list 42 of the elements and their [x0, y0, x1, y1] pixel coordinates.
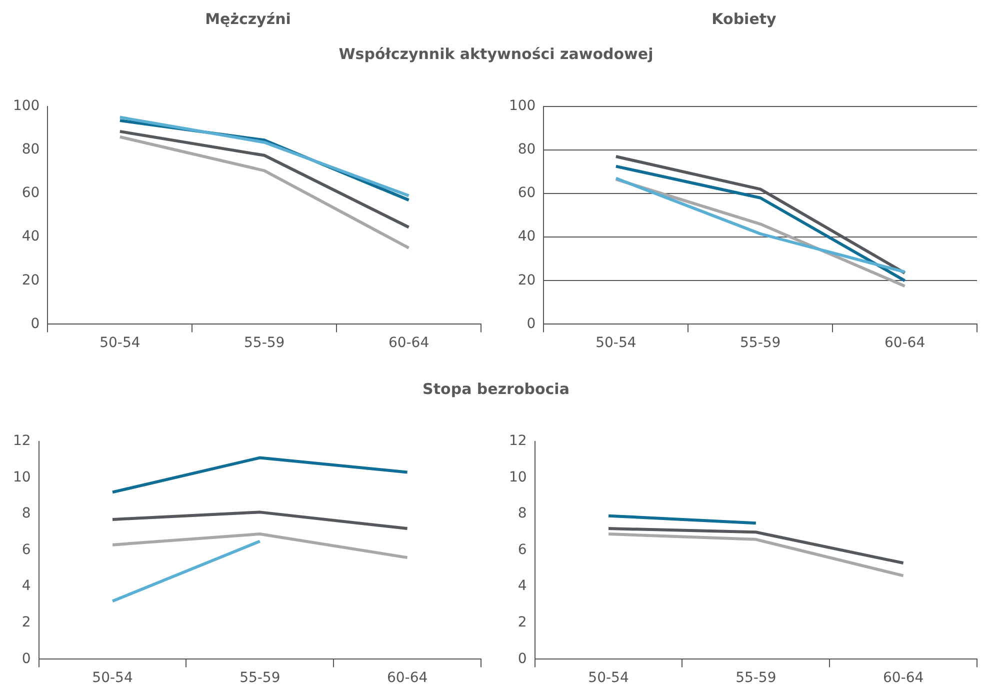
y-tick-label: 8 [22, 506, 31, 522]
y-tick-label: 20 [518, 272, 536, 288]
chart-subtitle: Stopa bezrobocia [422, 380, 570, 398]
y-tick-label: 80 [518, 142, 536, 158]
x-tick-label: 55-59 [244, 335, 285, 352]
x-tick-label: 50-54 [100, 335, 140, 352]
y-tick-label: 20 [22, 272, 40, 288]
x-tick-label: 50-54 [596, 335, 636, 352]
x-tick-label: 50-54 [588, 670, 629, 686]
y-tick-label: 0 [518, 650, 527, 667]
x-tick-label: 55-59 [240, 670, 280, 686]
x-tick-label: 60-64 [388, 335, 430, 352]
x-tick-label: 55-59 [736, 670, 776, 686]
y-tick-label: 100 [12, 98, 40, 114]
chart-title: Kobiety [710, 10, 778, 28]
x-tick-label: 60-64 [884, 335, 926, 352]
y-tick-label: 60 [22, 185, 40, 202]
y-tick-label: 0 [526, 316, 536, 332]
chart-subtitle: Współczynnik aktywności zawodowej [338, 45, 654, 63]
y-tick-label: 4 [518, 578, 527, 594]
y-tick-label: 12 [12, 433, 31, 450]
y-tick-label: 4 [22, 578, 31, 594]
x-tick-label: 60-64 [386, 670, 428, 686]
y-tick-label: 8 [518, 506, 527, 522]
x-tick-label: 55-59 [740, 335, 781, 352]
y-tick-label: 40 [22, 228, 40, 245]
y-tick-label: 10 [12, 469, 31, 486]
y-tick-label: 6 [518, 542, 527, 558]
y-tick-label: 12 [508, 433, 527, 450]
x-tick-label: 50-54 [92, 670, 133, 686]
x-tick-label: 60-64 [882, 670, 924, 686]
y-tick-label: 2 [22, 614, 31, 631]
y-tick-label: 6 [22, 542, 31, 558]
y-tick-label: 0 [22, 650, 31, 667]
y-tick-label: 40 [518, 228, 536, 245]
y-tick-label: 0 [30, 316, 40, 332]
y-tick-label: 60 [518, 185, 536, 202]
y-tick-label: 100 [508, 98, 536, 114]
y-tick-label: 10 [508, 469, 527, 486]
chart-title: Mężczyźni [204, 10, 292, 28]
y-tick-label: 2 [518, 614, 527, 631]
y-tick-label: 80 [22, 142, 40, 158]
